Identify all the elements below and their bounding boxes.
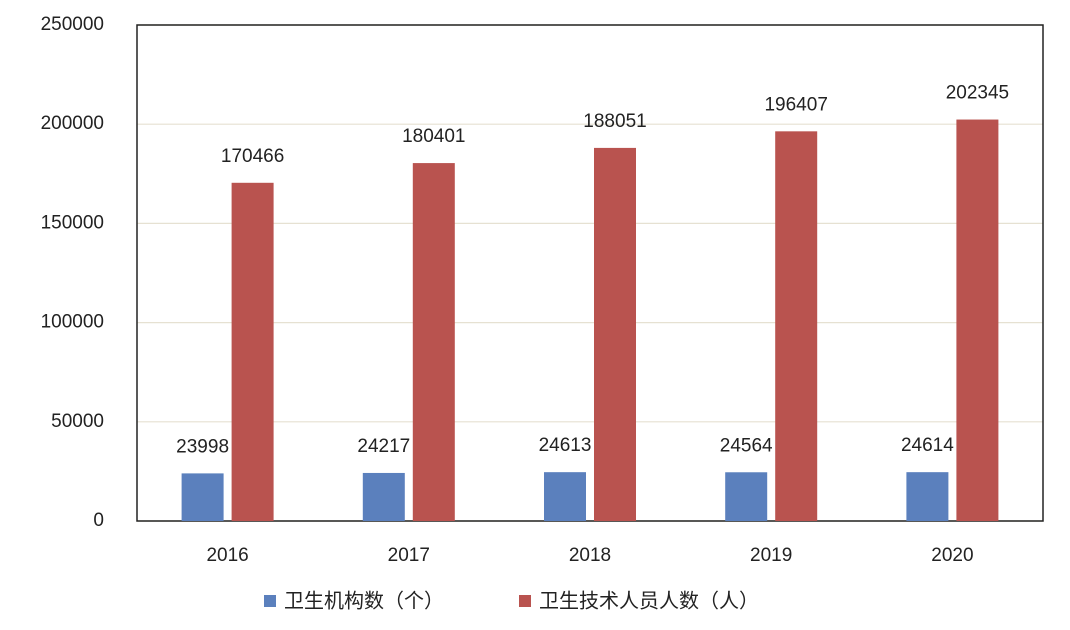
- bar: [594, 147, 636, 522]
- legend-swatch: [264, 595, 276, 607]
- data-label: 24613: [539, 435, 592, 456]
- x-tick-label: 2019: [750, 545, 792, 566]
- bar: [181, 473, 224, 521]
- y-tick-label: 150000: [41, 212, 104, 233]
- data-label: 23998: [176, 436, 229, 457]
- bar: [775, 131, 818, 522]
- x-tick-label: 2020: [931, 545, 973, 566]
- data-label: 188051: [583, 111, 646, 132]
- legend-label: 卫生机构数（个）: [284, 589, 444, 612]
- bar: [362, 472, 405, 521]
- x-tick-label: 2018: [569, 545, 611, 566]
- y-tick-label: 250000: [41, 14, 104, 35]
- bar: [725, 472, 768, 521]
- data-label: 24217: [357, 436, 410, 457]
- data-label: 180401: [402, 126, 465, 147]
- data-label: 170466: [221, 146, 284, 167]
- y-tick-label: 0: [93, 510, 104, 531]
- data-label: 24614: [901, 435, 954, 456]
- bar: [956, 119, 999, 522]
- legend-swatch: [519, 595, 531, 607]
- bar: [231, 182, 274, 521]
- x-tick-label: 2016: [206, 545, 248, 566]
- bar: [906, 472, 949, 521]
- plot-border: [136, 24, 1044, 522]
- legend-label: 卫生技术人员人数（人）: [539, 589, 759, 612]
- y-tick-label: 100000: [41, 312, 104, 333]
- bar: [412, 163, 455, 521]
- y-tick-label: 200000: [41, 113, 104, 134]
- bar: [544, 472, 586, 521]
- data-label: 202345: [946, 83, 1009, 104]
- data-label: 196407: [764, 94, 827, 115]
- y-tick-label: 50000: [51, 411, 104, 432]
- data-label: 24564: [720, 435, 773, 456]
- x-tick-label: 2017: [388, 545, 430, 566]
